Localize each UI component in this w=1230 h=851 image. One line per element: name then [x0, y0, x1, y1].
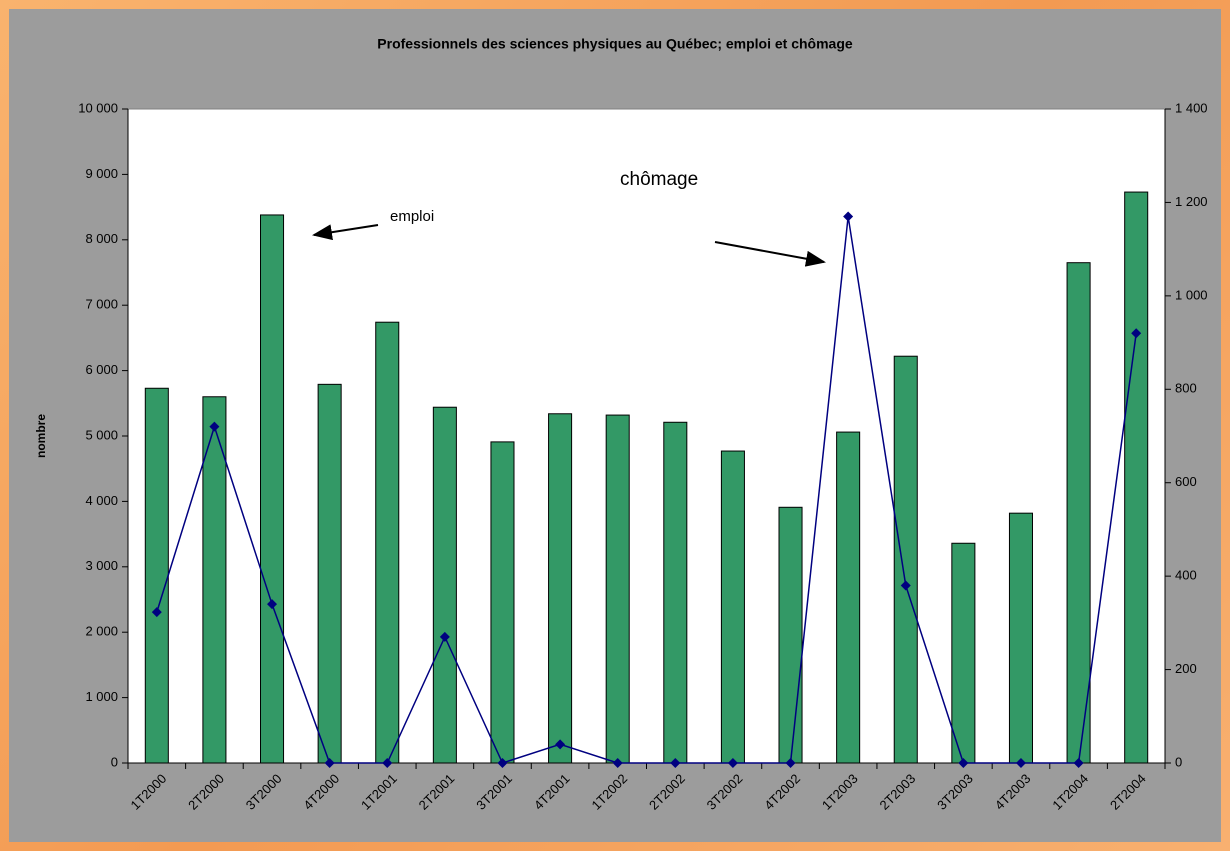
y2-tick-label: 600	[1175, 474, 1197, 489]
annotation: emploi	[390, 208, 434, 225]
marker	[612, 758, 623, 768]
marker	[267, 599, 278, 610]
y-tick-label: 0	[111, 754, 118, 769]
y-tick-label: 6 000	[85, 362, 118, 377]
y-axis-label: nombre	[34, 414, 48, 458]
y-tick-label: 5 000	[85, 427, 118, 442]
marker	[497, 758, 508, 768]
y2-tick-label: 0	[1175, 754, 1182, 769]
marker	[1073, 758, 1084, 768]
bar	[548, 413, 573, 764]
marker	[1131, 328, 1142, 339]
y-tick-label: 4 000	[85, 493, 118, 508]
y2-tick-label: 400	[1175, 568, 1197, 583]
bar	[778, 506, 803, 764]
bar	[375, 321, 400, 764]
marker	[439, 631, 450, 642]
y-tick-label: 3 000	[85, 558, 118, 573]
marker	[785, 758, 796, 768]
marker	[324, 758, 335, 768]
bar	[1124, 191, 1149, 764]
y2-tick-label: 200	[1175, 661, 1197, 676]
annotation-arrow	[312, 224, 379, 241]
chart-title: Professionnels des sciences physiques au…	[377, 36, 853, 52]
bar	[836, 431, 861, 764]
bar	[1008, 512, 1033, 764]
marker	[900, 580, 911, 591]
marker	[958, 758, 969, 768]
y2-tick-label: 1 400	[1175, 100, 1208, 115]
bar	[951, 542, 976, 764]
bar	[144, 387, 169, 764]
bar	[1066, 262, 1091, 764]
marker	[382, 758, 393, 768]
y2-tick-label: 1 000	[1175, 287, 1208, 302]
bar	[720, 450, 745, 764]
marker	[670, 758, 681, 768]
marker	[1015, 758, 1026, 768]
bar	[260, 214, 285, 764]
marker	[727, 758, 738, 768]
bar	[893, 355, 918, 764]
y2-tick-label: 1 200	[1175, 194, 1208, 209]
marker	[843, 211, 854, 222]
bar	[490, 441, 515, 764]
bar	[317, 383, 342, 764]
plot-area	[127, 108, 1166, 764]
y2-tick-label: 800	[1175, 381, 1197, 396]
marker	[151, 607, 162, 618]
annotation-arrow	[714, 241, 826, 267]
line	[156, 216, 1137, 764]
marker	[209, 421, 220, 432]
bar	[663, 421, 688, 764]
bar	[432, 406, 457, 764]
bar	[202, 396, 227, 764]
annotation: chômage	[620, 169, 698, 190]
y-tick-label: 9 000	[85, 166, 118, 181]
y-tick-label: 10 000	[78, 100, 118, 115]
y-tick-label: 8 000	[85, 231, 118, 246]
marker	[555, 739, 566, 750]
y-tick-label: 1 000	[85, 689, 118, 704]
y-tick-label: 7 000	[85, 297, 118, 312]
y-tick-label: 2 000	[85, 624, 118, 639]
bar	[605, 414, 630, 764]
